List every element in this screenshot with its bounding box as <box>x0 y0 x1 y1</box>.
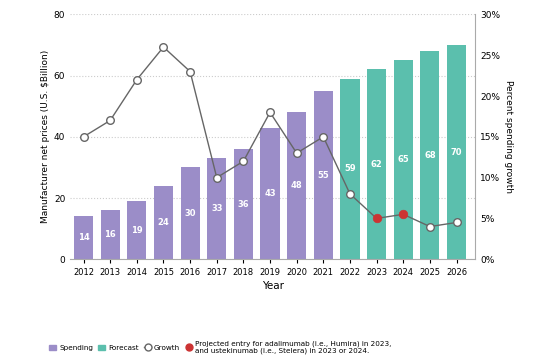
Text: 36: 36 <box>238 199 249 209</box>
Bar <box>180 167 200 259</box>
Bar <box>314 91 333 259</box>
Point <box>399 211 408 217</box>
Bar <box>127 201 146 259</box>
Point <box>452 220 461 225</box>
Point <box>426 224 434 229</box>
Text: 70: 70 <box>451 148 462 157</box>
Bar <box>420 51 440 259</box>
Point <box>106 118 114 123</box>
Point <box>159 44 168 50</box>
Point <box>346 191 354 197</box>
Point <box>79 134 88 140</box>
Text: 33: 33 <box>211 204 222 213</box>
Bar <box>234 149 253 259</box>
Bar <box>154 186 173 259</box>
Point <box>212 175 221 180</box>
Text: 62: 62 <box>371 160 382 169</box>
Text: 68: 68 <box>424 150 436 160</box>
Bar <box>394 60 413 259</box>
Text: 14: 14 <box>78 233 90 242</box>
Point <box>319 134 328 140</box>
Text: 65: 65 <box>397 155 409 164</box>
Point <box>186 69 194 75</box>
Text: 55: 55 <box>318 171 329 180</box>
Text: 43: 43 <box>264 189 276 198</box>
Point <box>266 109 274 115</box>
Point <box>372 216 381 221</box>
Text: 16: 16 <box>104 230 116 239</box>
Text: 30: 30 <box>184 209 196 218</box>
Bar <box>340 79 360 259</box>
Text: 24: 24 <box>158 218 170 227</box>
Bar <box>260 128 280 259</box>
Bar <box>74 216 93 259</box>
Text: 48: 48 <box>291 181 302 190</box>
Bar <box>367 69 386 259</box>
Point <box>292 150 301 156</box>
Legend: Spending, Forecast, Growth, Projected entry for adalimumab (i.e., Humira) in 202: Spending, Forecast, Growth, Projected en… <box>47 338 394 356</box>
Bar <box>100 210 120 259</box>
Bar <box>287 112 306 259</box>
Point <box>239 158 248 164</box>
Bar <box>207 158 226 259</box>
Text: 59: 59 <box>344 165 356 174</box>
Text: 19: 19 <box>131 226 143 235</box>
Bar <box>447 45 466 259</box>
X-axis label: Year: Year <box>262 282 284 291</box>
Y-axis label: Manufacturer net prices (U.S. $Billion): Manufacturer net prices (U.S. $Billion) <box>40 50 50 224</box>
Point <box>132 77 141 82</box>
Y-axis label: Percent spending growth: Percent spending growth <box>504 80 514 193</box>
